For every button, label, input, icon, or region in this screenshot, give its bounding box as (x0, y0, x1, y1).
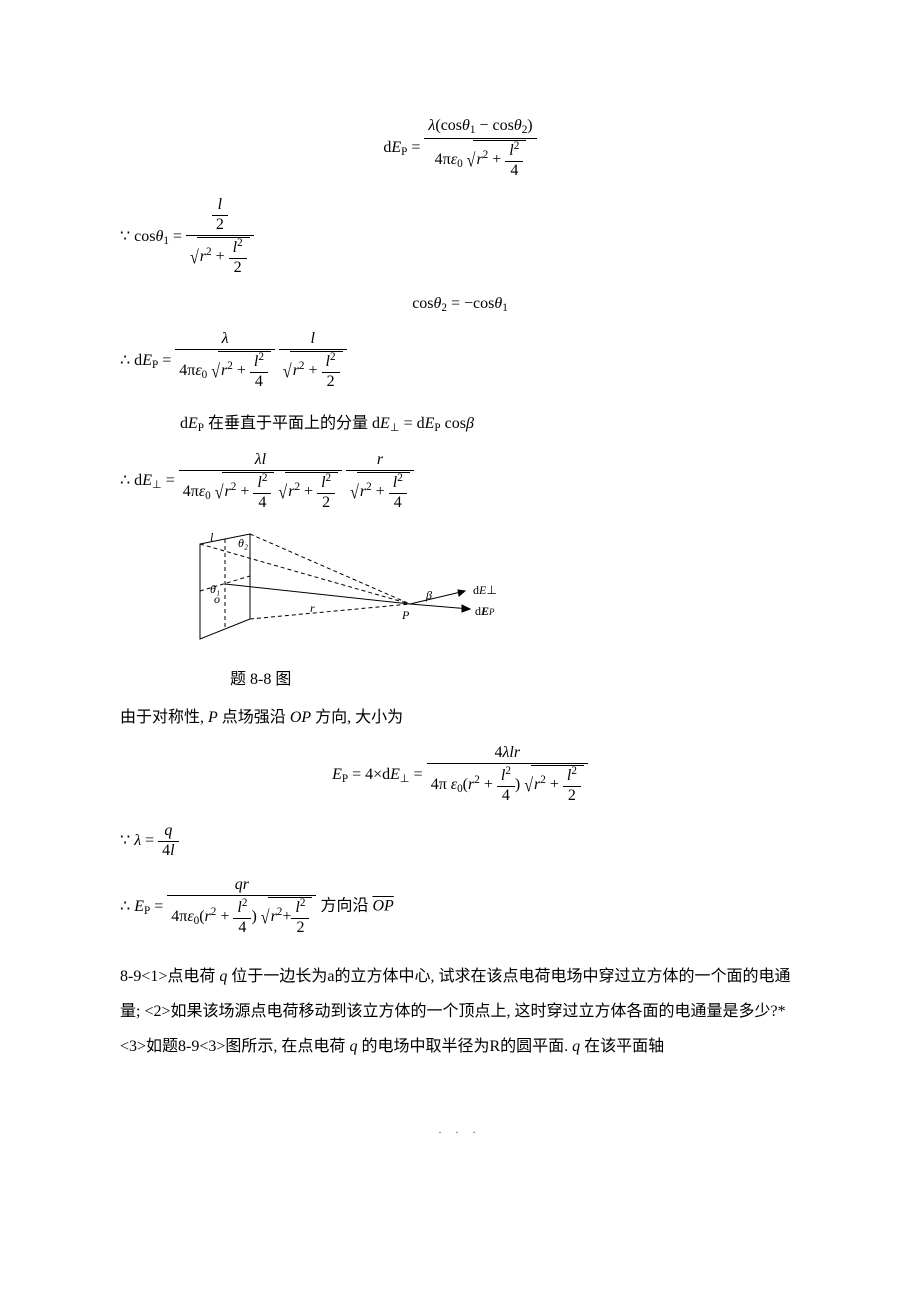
eq7-lead: ∵ λ = (120, 832, 154, 849)
eq1-lhs: dEP = (383, 139, 420, 156)
page-footer-dots: . . . (120, 1125, 800, 1136)
text-perp-content: dEP 在垂直于平面上的分量 dE⊥ = dEP cosβ (180, 415, 474, 432)
text-perp-component: dEP 在垂直于平面上的分量 dE⊥ = dEP cosβ (180, 409, 800, 434)
figure-8-8: l θ₁ θ₂ o r P β dE⊥ dEP (180, 529, 510, 659)
svg-text:o: o (214, 592, 220, 606)
sqrt-icon: √ (211, 364, 220, 384)
eq2-lead: ∵ cosθ1 = (120, 228, 182, 245)
equation-Ep-final: ∴ EP = qr 4πε0(r2 + l24) √r2+l22 方向沿 OP (120, 877, 800, 937)
equation-Ep: EP = 4×dE⊥ = 4λlr 4π ε0(r2 + l24) √r2 + … (120, 745, 800, 805)
sqrt-icon: √ (278, 484, 287, 504)
eq4-lead: ∴ dEP = (120, 352, 171, 369)
eq5-d2rad: r2 + l22 (285, 472, 338, 512)
eq6-num: 4λlr (427, 745, 588, 764)
eq1-den-rad: r2 + l24 (473, 140, 526, 180)
svg-text:l: l (210, 530, 214, 544)
equation-dEp-expanded: ∴ dEP = λ 4πε0 √r2 + l24 l √r2 + l22 (120, 331, 800, 391)
eq2-den-rad: r2 + l22 (197, 237, 250, 277)
caption-text: 题 8-8 图 (230, 671, 291, 688)
eq5-f2num: r (346, 452, 414, 471)
sqrt-icon: √ (261, 910, 270, 930)
text-symmetry: 由于对称性, P 点场强沿 OP 方向, 大小为 (120, 703, 800, 727)
eq6-den-rad: r2 + l22 (531, 765, 584, 805)
eq3: cosθ2 = −cosθ1 (412, 295, 508, 312)
eq8-trail: 方向沿 OP (320, 898, 393, 915)
text-symmetry-content: 由于对称性, P 点场强沿 OP 方向, 大小为 (120, 709, 403, 726)
eq2-num: l2 (186, 197, 254, 236)
eq5-f2rad: r2 + l24 (357, 472, 410, 512)
equation-dEp: dEP = λ(cosθ1 − cosθ2) 4πε0 √r2 + l24 (120, 118, 800, 179)
problem-8-9-text: 8-9<1>点电荷 q 位于一边长为a的立方体中心, 试求在该点电荷电场中穿过立… (120, 968, 791, 1055)
footer-text: . . . (439, 1125, 482, 1136)
eq1-num: λ(cosθ1 − cosθ2) (424, 118, 536, 139)
eq5-d1lead: 4πε0 (183, 483, 211, 500)
eq6-lhs: EP = 4×dE⊥ = (332, 766, 423, 783)
sqrt-icon: √ (215, 484, 224, 504)
equation-dEperp: ∴ dE⊥ = λl 4πε0 √r2 + l24 √r2 + l22 r √r… (120, 452, 800, 512)
figure-caption: 题 8-8 图 (230, 665, 800, 689)
svg-text:P: P (401, 608, 410, 622)
eq5-d1rad: r2 + l24 (222, 472, 275, 512)
eq4-f1num: λ (175, 331, 275, 350)
svg-text:β: β (425, 588, 432, 602)
sqrt-icon: √ (524, 777, 533, 797)
svg-text:θ₂: θ₂ (238, 536, 248, 550)
svg-text:dEP: dEP (475, 604, 495, 618)
eq8-den-rad: r2+l22 (268, 897, 313, 937)
eq5-num: λl (179, 452, 342, 471)
problem-8-9: 8-9<1>点电荷 q 位于一边长为a的立方体中心, 试求在该点电荷电场中穿过立… (120, 959, 800, 1065)
svg-text:dE⊥: dE⊥ (473, 583, 497, 597)
eq7-num: q (158, 823, 178, 842)
eq8-num: qr (167, 877, 316, 896)
sqrt-icon: √ (467, 152, 476, 172)
eq4-f1den-rad: r2 + l24 (218, 351, 271, 391)
eq7-den: 4l (158, 842, 178, 860)
sqrt-icon: √ (350, 484, 359, 504)
eq4-f2num: l (279, 331, 347, 350)
equation-costheta1: ∵ cosθ1 = l2 √r2 + l22 (120, 197, 800, 276)
sqrt-icon: √ (190, 249, 199, 269)
equation-costheta2: cosθ2 = −cosθ1 (120, 295, 800, 314)
svg-text:r: r (310, 601, 315, 615)
sqrt-icon: √ (283, 364, 292, 384)
eq1-den-lead: 4πε0 (435, 151, 463, 168)
eq5-lead: ∴ dE⊥ = (120, 472, 175, 489)
eq8-den-lead: 4πε0(r2 + l24) (171, 908, 257, 925)
equation-lambda: ∵ λ = q 4l (120, 823, 800, 860)
eq4-f2den-rad: r2 + l22 (290, 351, 343, 391)
eq8-lead: ∴ EP = (120, 898, 163, 915)
eq4-f1den-lead: 4πε0 (179, 362, 207, 379)
eq6-den-lead: 4π ε0(r2 + l24) (431, 776, 521, 793)
